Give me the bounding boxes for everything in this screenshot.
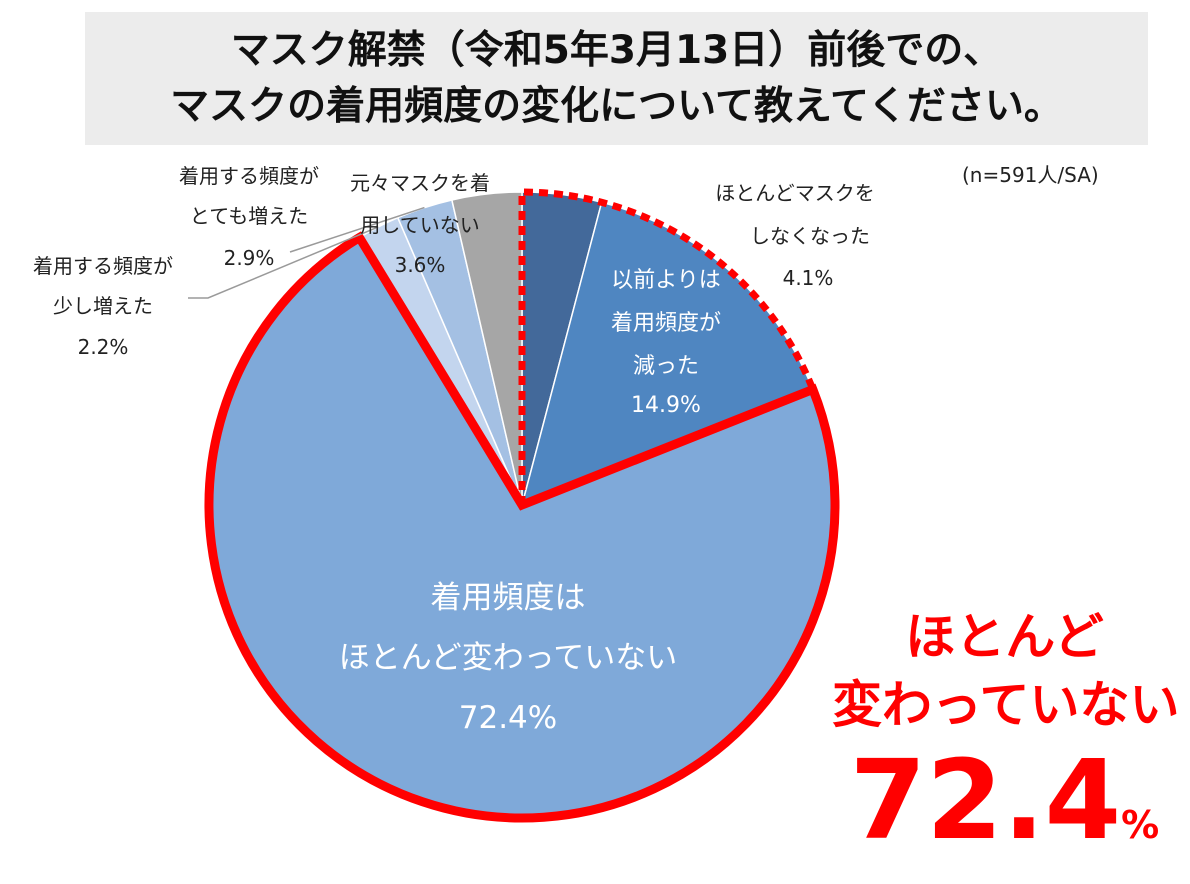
label-decreased-value: 14.9%: [631, 393, 701, 418]
label-stopped-line2: しなくなった: [750, 224, 870, 248]
highlight-value: 72.4: [849, 736, 1122, 864]
label-unchanged-line1: 着用頻度は: [431, 580, 586, 616]
label-stopped-line1: ほとんどマスクを: [715, 181, 874, 205]
pie-chart: ほとんどマスクを しなくなった 4.1% 以前よりは 着用頻度が 減った 14.…: [33, 164, 875, 823]
highlight-value-wrap: 72.4%: [832, 741, 1177, 884]
highlight-callout: ほとんど 変わっていない 72.4%: [832, 603, 1180, 884]
label-decreased-line2: 着用頻度が: [611, 311, 721, 336]
label-unchanged-value: 72.4%: [459, 700, 557, 736]
label-increased-slightly-line1: 着用する頻度が: [33, 254, 173, 278]
label-increased-slightly-line2: 少し増えた: [53, 294, 153, 318]
outline-unchanged: [204, 231, 840, 823]
title-box: マスク解禁（令和5年3月13日）前後での、 マスクの着用頻度の変化について教えて…: [85, 12, 1148, 145]
label-decreased-line3: 減った: [633, 354, 699, 379]
label-increased-a-lot-line2: とても増えた: [190, 204, 308, 228]
highlight-line-2: 変わっていない: [832, 676, 1180, 734]
outline-decreased-group: [518, 188, 818, 511]
label-unchanged-line2: ほとんど変わっていない: [339, 640, 678, 676]
label-increased-slightly-value: 2.2%: [78, 335, 129, 359]
highlight-unit: %: [1121, 803, 1160, 847]
sample-size-note: (n=591人/SA): [962, 163, 1099, 187]
leader-increased-slightly: [188, 226, 379, 299]
leader-increased-a-lot: [289, 206, 425, 253]
pie-slices: [208, 191, 836, 819]
label-decreased-line1: 以前よりは: [611, 268, 721, 293]
label-increased-a-lot-line1: 着用する頻度が: [179, 164, 319, 188]
slice-never-worn: [450, 191, 523, 506]
label-stopped-value: 4.1%: [783, 266, 834, 290]
highlight-line-1: ほとんど: [905, 608, 1104, 666]
label-never-worn-line1: 元々マスクを着: [350, 171, 490, 195]
highlight-outlines: [204, 188, 840, 823]
title-line-2: マスクの着用頻度の変化について教えてください。: [170, 83, 1063, 129]
label-never-worn-value: 3.6%: [395, 253, 446, 277]
label-increased-a-lot-value: 2.9%: [224, 246, 275, 270]
leader-lines: [188, 206, 425, 299]
title-line-1: マスク解禁（令和5年3月13日）前後での、: [230, 27, 1003, 73]
label-never-worn-line2: 用していない: [360, 213, 479, 237]
